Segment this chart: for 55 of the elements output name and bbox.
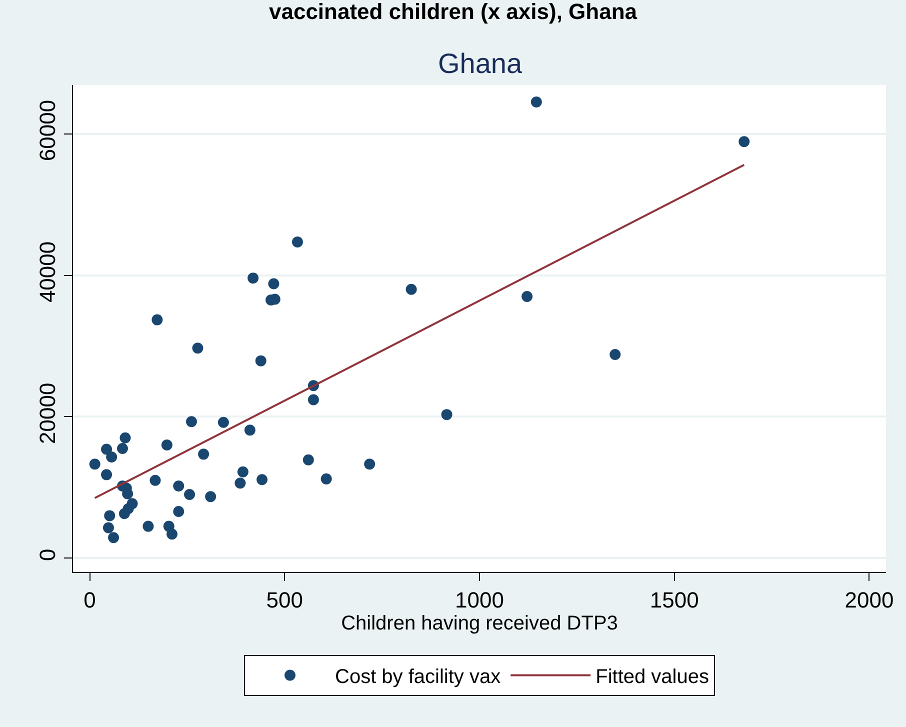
point — [186, 416, 197, 428]
point — [150, 474, 161, 486]
point — [108, 532, 120, 544]
point — [302, 454, 314, 466]
point — [166, 528, 178, 540]
point — [218, 416, 229, 428]
point — [161, 439, 172, 450]
point — [198, 448, 210, 460]
point — [320, 473, 332, 484]
point — [142, 520, 154, 532]
point — [364, 458, 376, 470]
point — [256, 474, 268, 486]
x-tick-label: 0 — [84, 587, 96, 612]
point — [104, 510, 116, 522]
point — [738, 136, 750, 148]
point — [106, 452, 118, 462]
point — [173, 506, 184, 517]
point — [102, 522, 114, 534]
point — [522, 290, 533, 302]
point — [205, 491, 216, 502]
x-tick-label: 1000 — [455, 587, 504, 612]
point — [173, 480, 184, 492]
y-tick-label: 0 — [35, 548, 60, 561]
point — [308, 394, 319, 406]
point — [406, 284, 417, 295]
point — [237, 466, 248, 478]
point — [101, 444, 112, 455]
point — [441, 409, 452, 420]
point — [89, 458, 100, 470]
x-tick-label: 500 — [266, 587, 303, 612]
point — [120, 432, 131, 444]
point — [292, 236, 303, 248]
x-axis-title: Children having received DTP3 — [341, 612, 618, 634]
point — [530, 96, 542, 108]
point — [248, 272, 259, 284]
x-tick-label: 2000 — [844, 587, 894, 612]
point — [184, 488, 196, 500]
legend-label: Cost by facility vax — [335, 666, 501, 688]
point — [610, 348, 621, 360]
point — [101, 469, 112, 480]
chart-title: vaccinated children (x axis), Ghana — [268, 0, 638, 24]
point — [192, 342, 204, 354]
x-tick-label: 1500 — [650, 587, 699, 612]
y-tick-label: 20000 — [35, 382, 60, 444]
y-tick-label: 60000 — [35, 100, 60, 162]
chart-subtitle: Ghana — [438, 48, 522, 79]
point — [255, 355, 266, 366]
point — [244, 424, 256, 436]
legend-label: Fitted values — [596, 666, 709, 688]
y-tick-label: 40000 — [35, 241, 60, 303]
point — [234, 478, 246, 489]
point — [117, 443, 128, 454]
point — [268, 278, 280, 290]
point — [118, 508, 130, 520]
point — [152, 314, 163, 326]
